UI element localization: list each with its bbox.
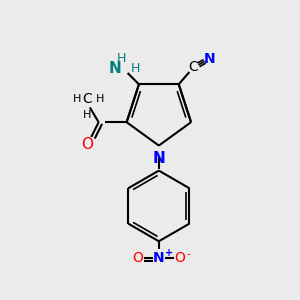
Text: +: +	[165, 248, 173, 258]
Text: O: O	[81, 137, 93, 152]
Text: O: O	[132, 251, 143, 265]
Text: N: N	[153, 251, 165, 265]
Text: N: N	[109, 61, 121, 76]
Text: H: H	[96, 94, 104, 103]
Text: N: N	[152, 151, 165, 166]
Text: C: C	[189, 60, 198, 74]
Text: O: O	[175, 251, 185, 265]
Text: -: -	[187, 249, 190, 259]
Text: H: H	[117, 52, 126, 65]
Text: C: C	[82, 92, 92, 106]
Text: H: H	[131, 62, 140, 75]
Text: H: H	[73, 94, 81, 103]
Text: N: N	[204, 52, 215, 66]
Text: H: H	[83, 110, 91, 119]
